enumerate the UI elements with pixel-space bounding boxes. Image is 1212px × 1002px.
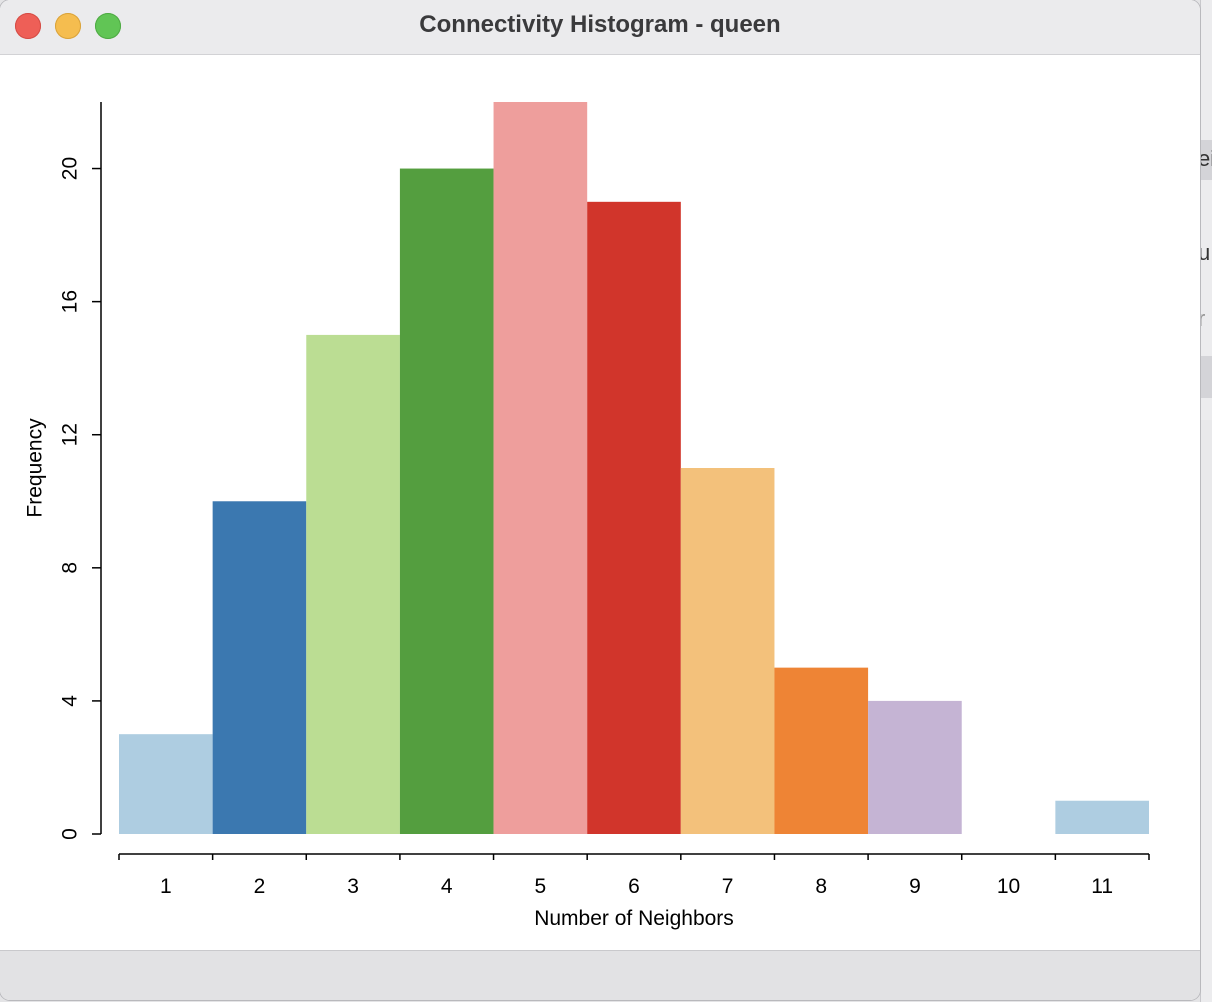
bar-6 [587, 201, 681, 834]
background-window-band [1200, 356, 1212, 398]
x-tick-label: 3 [347, 875, 359, 898]
bar-1 [119, 734, 213, 834]
bar-8 [774, 667, 869, 834]
x-tick-label: 1 [160, 875, 172, 898]
window-footer [0, 950, 1200, 1000]
bar-7 [680, 468, 775, 834]
minimize-button[interactable] [55, 13, 81, 39]
y-tick-label: 8 [59, 562, 82, 574]
background-window-text: ei [1198, 146, 1212, 171]
x-tick-label: 8 [815, 875, 827, 898]
title-bar[interactable]: Connectivity Histogram - queen [0, 0, 1200, 55]
y-axis-label: Frequency [24, 418, 47, 518]
bar-4 [399, 168, 494, 835]
background-window-band [1200, 420, 1212, 680]
close-button[interactable] [15, 13, 41, 39]
y-tick-label: 20 [59, 157, 82, 180]
background-window-text: u [1198, 240, 1211, 265]
bar-9 [868, 700, 962, 834]
x-axis-label: Number of Neighbors [534, 907, 734, 930]
x-tick-label: 2 [254, 875, 266, 898]
bar-3 [306, 334, 400, 834]
x-tick-label: 4 [441, 875, 453, 898]
x-tick-label: 11 [1091, 875, 1113, 898]
x-tick-label: 9 [909, 875, 921, 898]
x-tick-label: 10 [997, 875, 1020, 898]
x-tick-label: 7 [722, 875, 734, 898]
bar-11 [1055, 800, 1149, 834]
y-tick-label: 12 [59, 423, 82, 446]
y-tick-label: 16 [59, 290, 82, 313]
x-tick-label: 5 [535, 875, 547, 898]
window-title: Connectivity Histogram - queen [419, 11, 781, 38]
y-tick-label: 4 [59, 695, 82, 707]
bar-2 [212, 501, 307, 834]
zoom-button[interactable] [95, 13, 121, 39]
x-tick-label: 6 [628, 875, 640, 898]
y-tick-label: 0 [59, 828, 82, 840]
bar-5 [493, 102, 588, 834]
background-window-band [1200, 140, 1212, 180]
background-window-text: r [1198, 306, 1206, 331]
histogram-plot: 0 4 8 12 16 20 1 2 3 4 5 6 7 8 9 10 11 Number of Neighbor… [0, 55, 1200, 949]
